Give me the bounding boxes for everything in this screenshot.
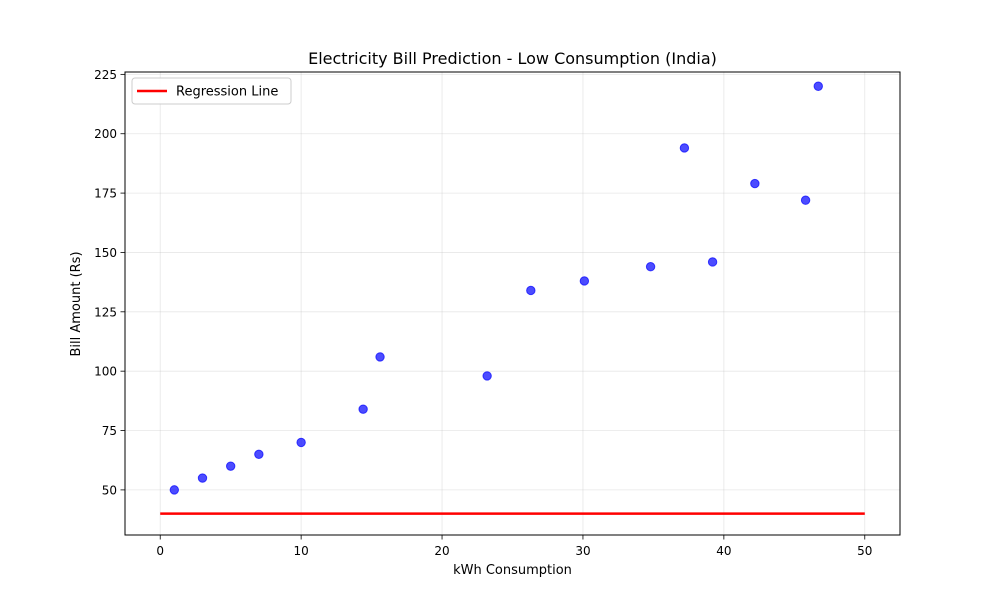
data-point — [482, 371, 492, 381]
legend: Regression Line — [131, 77, 292, 105]
data-point — [750, 178, 760, 189]
data-point — [579, 276, 590, 286]
data-point — [225, 461, 236, 471]
data-point — [526, 285, 536, 296]
x-axis-label: kWh Consumption — [453, 563, 572, 578]
x-tick-label: 20 — [434, 544, 449, 558]
x-axis-ticks: 0 10 20 30 40 50 — [156, 535, 872, 558]
data-point — [254, 449, 264, 459]
grid — [125, 72, 900, 535]
plot-frame — [124, 71, 901, 536]
data-point — [707, 257, 718, 267]
data-point — [375, 352, 385, 362]
chart-title: Electricity Bill Prediction - Low Consum… — [308, 49, 717, 68]
x-tick-label: 30 — [575, 544, 590, 558]
data-point — [296, 437, 306, 448]
y-tick-label: 50 — [102, 483, 117, 497]
data-point — [197, 473, 208, 483]
y-axis-ticks: 50 75 100 125 150 175 200 225 — [94, 68, 125, 497]
scatter-points — [169, 81, 823, 495]
y-tick-label: 225 — [94, 68, 117, 82]
y-tick-label: 75 — [102, 424, 117, 438]
x-tick-label: 10 — [293, 544, 308, 558]
legend-box — [131, 77, 292, 105]
data-point — [169, 485, 180, 495]
y-tick-label: 175 — [94, 187, 117, 201]
y-tick-label: 100 — [94, 365, 117, 379]
data-point — [679, 143, 690, 153]
x-tick-label: 50 — [857, 544, 872, 558]
data-point — [813, 81, 823, 91]
y-tick-label: 150 — [94, 246, 117, 260]
data-point — [800, 195, 811, 205]
y-tick-label: 200 — [94, 127, 117, 141]
data-point — [645, 261, 656, 272]
legend-label: Regression Line — [176, 85, 278, 100]
x-tick-label: 40 — [716, 544, 731, 558]
x-tick-label: 0 — [156, 544, 164, 558]
data-point — [358, 404, 368, 414]
y-tick-label: 125 — [94, 305, 117, 319]
y-axis-label: Bill Amount (Rs) — [69, 251, 84, 356]
